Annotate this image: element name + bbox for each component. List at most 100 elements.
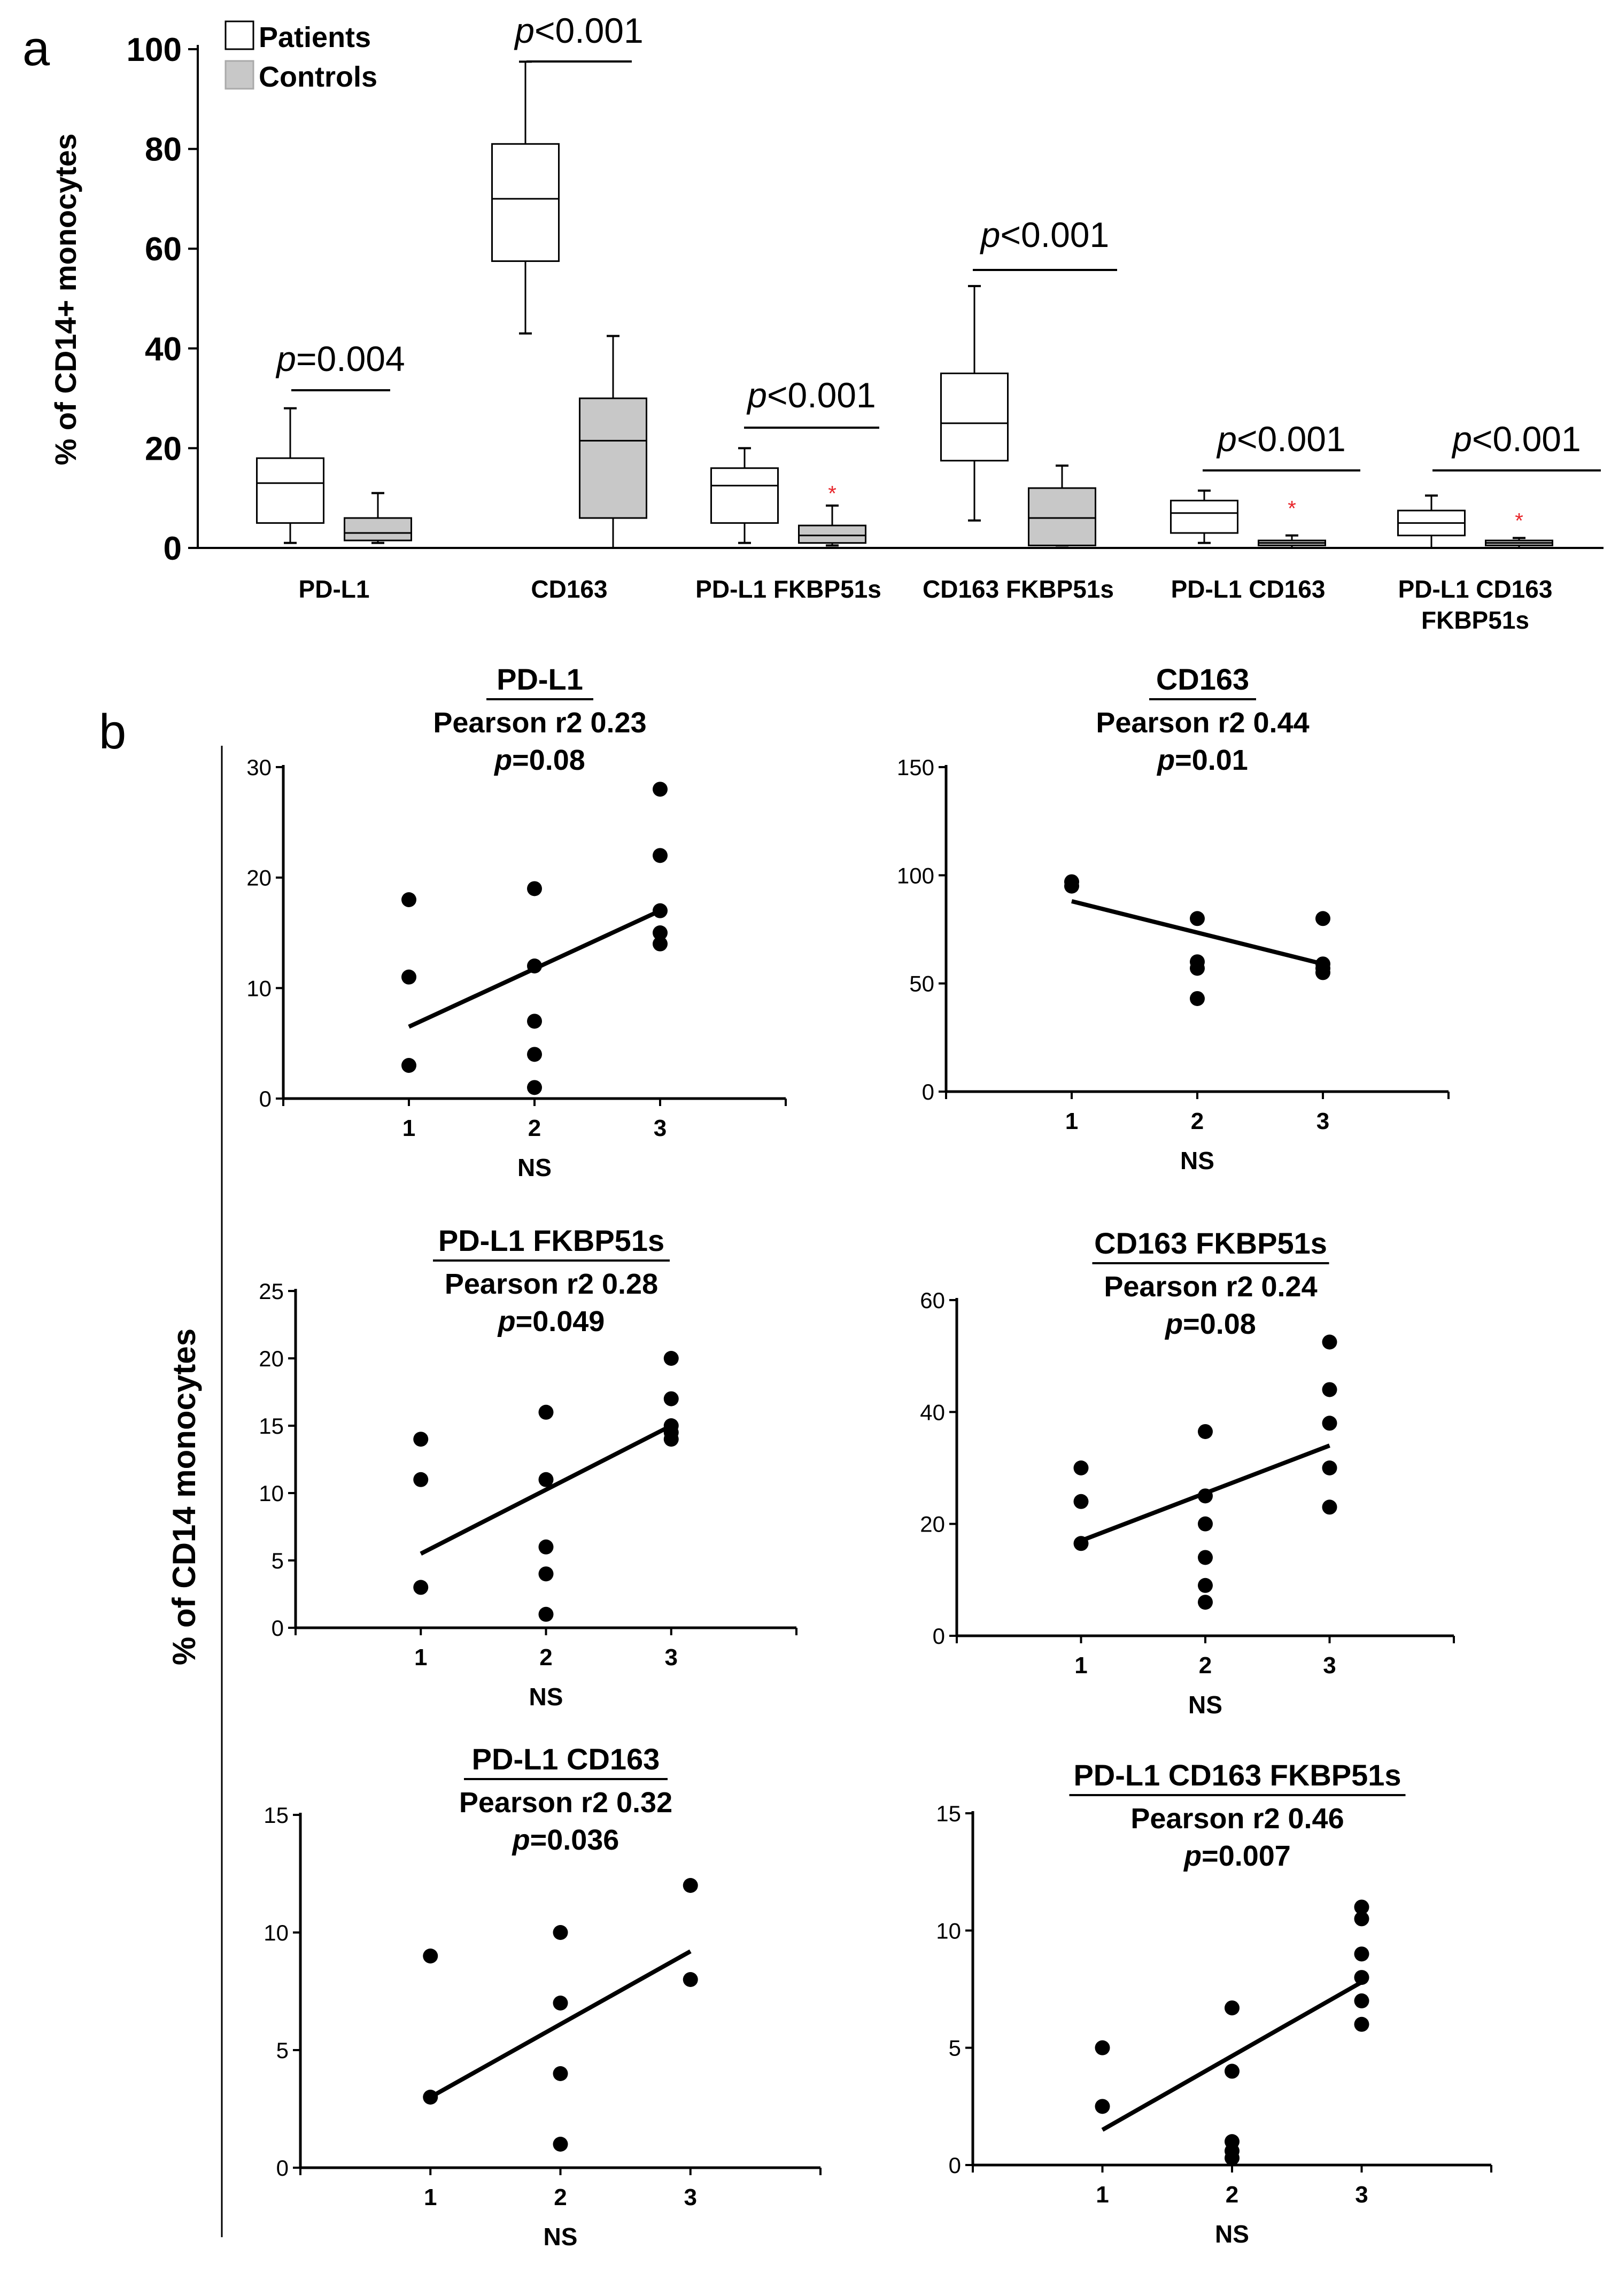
data-point <box>1073 1536 1089 1551</box>
data-point <box>663 1351 679 1366</box>
category-label: PD-L1 CD163 <box>1171 575 1326 603</box>
data-point <box>527 1080 542 1095</box>
data-point <box>1190 991 1205 1006</box>
data-point <box>1322 1382 1337 1397</box>
data-point <box>1190 961 1205 976</box>
data-point <box>413 1432 429 1447</box>
y-tick-label: 20 <box>145 430 182 467</box>
data-point <box>1354 1899 1369 1915</box>
x-tick-label: 3 <box>665 1644 678 1671</box>
data-point <box>553 2137 568 2152</box>
data-point <box>1198 1550 1213 1565</box>
box <box>1028 487 1096 546</box>
data-point <box>423 1949 438 1963</box>
plot-title: PD-L1 <box>497 662 583 696</box>
data-point <box>663 1432 679 1447</box>
plot-title: PD-L1 CD163 <box>472 1742 660 1776</box>
data-point <box>1354 1970 1369 1985</box>
y-tick-label: 0 <box>276 2155 289 2181</box>
data-point <box>401 969 416 985</box>
y-tick-label: 20 <box>920 1512 945 1537</box>
scatter-plot-cd163-fkbp51s: 0 20 40 60 1 2 3 NS CD163 FKBP51s Pearson r2 0.24… <box>920 1226 1455 1719</box>
plot-title: PD-L1 CD163 FKBP51s <box>1073 1758 1401 1792</box>
data-point <box>553 1996 568 2011</box>
x-tick-label: 2 <box>1226 2182 1238 2208</box>
data-point <box>1095 2099 1110 2114</box>
p-value-label: p=0.036 <box>512 1824 619 1856</box>
p-value-label: p=0.01 <box>1156 744 1248 776</box>
y-tick-label: 15 <box>936 1801 961 1826</box>
box <box>256 457 324 524</box>
category-label: FKBP51s <box>1421 606 1529 634</box>
y-tick-label: 100 <box>897 863 934 888</box>
x-tick-label: 3 <box>654 1115 667 1141</box>
data-point <box>401 1058 416 1073</box>
data-point <box>653 936 668 952</box>
box <box>710 467 779 524</box>
data-point <box>1198 1595 1213 1610</box>
y-tick-label: 15 <box>264 1803 289 1828</box>
data-point <box>553 1925 568 1940</box>
p-value-label: p=0.049 <box>497 1305 605 1338</box>
x-axis-label: NS <box>1188 1691 1222 1719</box>
plot-title: PD-L1 FKBP51s <box>438 1224 664 1257</box>
data-point <box>1354 1911 1369 1927</box>
data-point <box>413 1472 429 1487</box>
y-tick-label: 100 <box>127 32 182 68</box>
x-axis-label: NS <box>517 1154 552 1181</box>
data-point <box>1198 1516 1213 1532</box>
p-value-label: p=0.08 <box>1164 1308 1256 1340</box>
y-tick-label: 10 <box>259 1481 284 1506</box>
box-patients <box>491 60 560 335</box>
regression-line <box>1071 899 1323 967</box>
p-value-label: p<0.001 <box>514 11 643 50</box>
y-tick-label: 0 <box>933 1624 945 1649</box>
data-point <box>653 903 668 918</box>
box-patients <box>1397 494 1466 549</box>
y-tick-label: 0 <box>259 1086 272 1111</box>
panel-label-b: b <box>99 705 126 759</box>
data-point <box>1073 1494 1089 1509</box>
box-patients <box>1170 489 1238 544</box>
box-chart: 0 20 40 60 80 100 % of CD14+ monocytes Patients… <box>49 11 1604 634</box>
scatter-plot-cd163: 0 50 100 150 1 2 3 NS CD163 Pearson r2 0.44 p=0.01 <box>897 662 1450 1174</box>
x-tick-label: 2 <box>1199 1652 1212 1679</box>
data-point <box>1322 1416 1337 1431</box>
pearson-stat: Pearson r2 0.32 <box>459 1787 672 1819</box>
category-label: PD-L1 <box>299 575 370 603</box>
data-point <box>527 881 542 896</box>
y-axis-label: % of CD14+ monocytes <box>49 134 82 466</box>
data-point <box>1073 1460 1089 1475</box>
data-point <box>1225 2063 1240 2079</box>
legend-swatch-controls <box>224 60 254 90</box>
box-patients <box>256 407 324 544</box>
data-point <box>1322 1460 1337 1475</box>
box <box>940 372 1009 462</box>
data-point <box>1190 911 1205 926</box>
data-point <box>1225 2000 1240 2016</box>
scatter-plot-pd-l1-cd163-fkbp51s: 0 5 10 15 1 2 3 NS PD-L1 CD163 FKBP51s Pearson r2… <box>936 1758 1492 2248</box>
y-tick-label: 150 <box>897 755 934 780</box>
box-controls: * <box>1258 497 1326 549</box>
data-point <box>653 848 668 863</box>
x-tick-label: 3 <box>1323 1652 1336 1679</box>
x-tick-label: 1 <box>1074 1652 1087 1679</box>
box <box>798 524 866 544</box>
x-axis-label: NS <box>1215 2220 1249 2248</box>
y-tick-label: 40 <box>145 331 182 368</box>
data-point <box>1315 911 1330 926</box>
y-tick-label: 60 <box>145 231 182 268</box>
data-point <box>653 925 668 940</box>
data-point <box>413 1580 429 1595</box>
data-point <box>538 1606 554 1622</box>
data-point <box>663 1391 679 1406</box>
data-point <box>1354 2016 1369 2032</box>
y-tick-label: 0 <box>164 530 182 567</box>
x-tick-label: 1 <box>402 1115 415 1141</box>
data-point <box>653 782 668 797</box>
p-value-label: p<0.001 <box>746 375 876 415</box>
data-point <box>527 1047 542 1062</box>
